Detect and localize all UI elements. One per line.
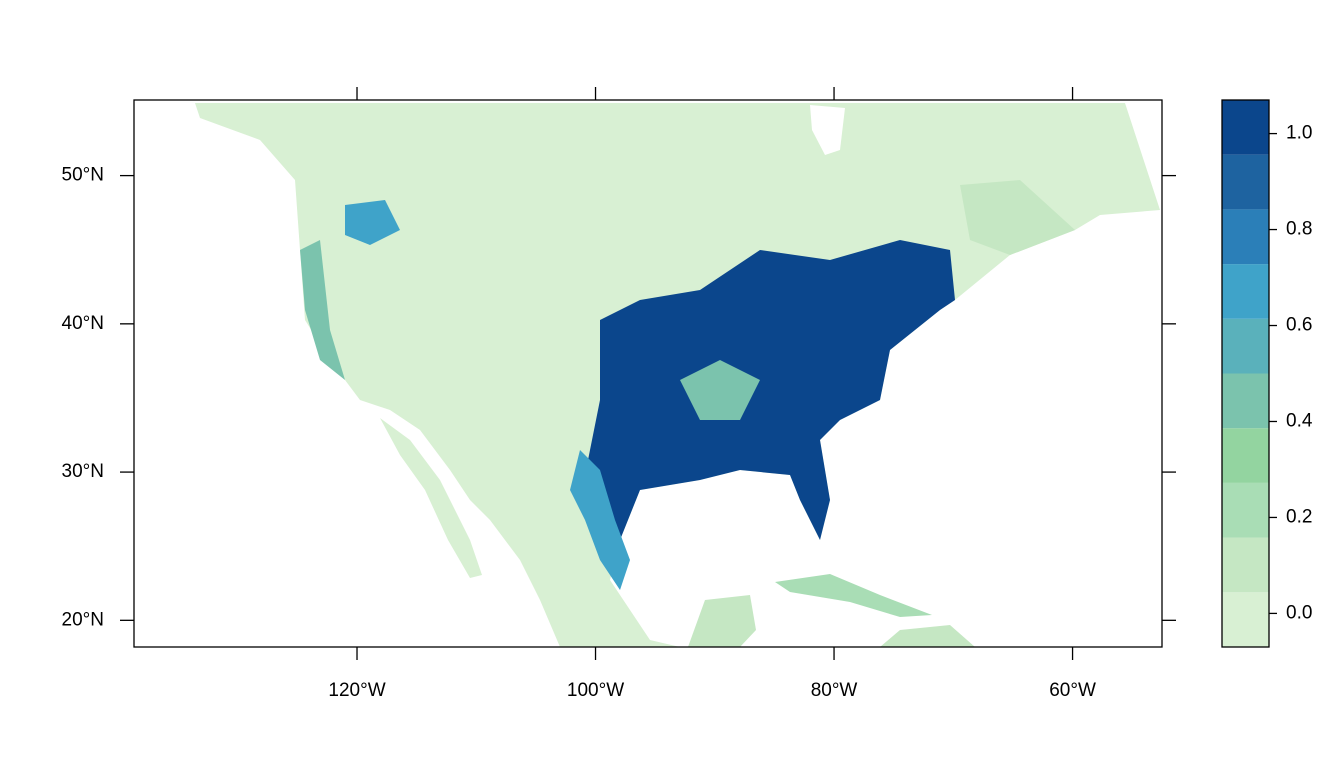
colorbar-tick-label: 0.0 [1286,602,1312,623]
colorbar-bin [1222,537,1269,593]
x-tick-label: 100°W [567,680,624,701]
colorbar-tick-label: 0.4 [1286,410,1313,431]
colorbar-bin [1222,482,1269,538]
colorbar-frame [1221,99,1270,648]
mid-region [300,240,345,380]
high-region [580,240,955,540]
mid-region [570,450,630,590]
land [960,180,1075,255]
mid-region [345,200,400,245]
plot-frame [133,99,1163,648]
colorbar-bin [1222,428,1269,483]
x-tick-label: 60°W [1049,680,1096,701]
colorbar-bin [1222,209,1269,265]
colorbar-tick-label: 0.6 [1286,315,1312,336]
y-tick-label: 40°N [62,313,104,334]
water [810,105,845,155]
colorbar-bin [1222,100,1269,155]
colorbar-bin [1222,154,1269,210]
y-tick-label: 30°N [62,461,104,482]
colorbar-tick-label: 0.8 [1286,219,1312,240]
x-tick-label: 120°W [328,680,385,701]
land [380,418,482,578]
colorbar-tick-label: 0.2 [1286,506,1312,527]
y-tick-label: 20°N [62,609,104,630]
x-tick-label: 80°W [811,680,858,701]
colorbar-bin [1222,264,1269,319]
colorbar-bin [1222,592,1269,647]
land [880,625,975,647]
colorbar-tick-label: 1.0 [1286,123,1312,144]
colorbar-bin [1222,373,1269,429]
y-tick-label: 50°N [62,165,104,186]
map-raster [195,103,1160,647]
land [688,595,756,647]
colorbar [1222,100,1269,647]
land [775,574,932,617]
mid-region [680,360,760,420]
colorbar-bin [1222,318,1269,374]
